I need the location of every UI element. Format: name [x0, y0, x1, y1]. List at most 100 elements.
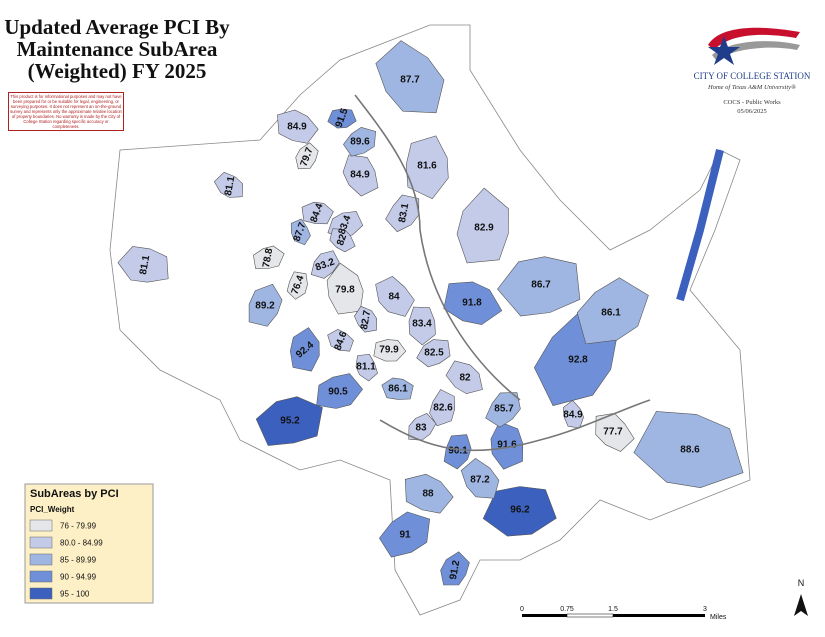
- disclaimer: This product is for informational purpos…: [8, 92, 124, 131]
- subarea-label: 81.1: [356, 362, 376, 373]
- corridor: [676, 149, 724, 302]
- subarea-label: 85.7: [494, 404, 514, 415]
- subarea-label: 89.2: [255, 301, 275, 312]
- subarea: [595, 412, 635, 452]
- subarea-label: 86.1: [601, 308, 621, 319]
- subarea: [289, 327, 320, 372]
- subarea: [408, 413, 437, 441]
- subarea-label: 81.6: [417, 161, 437, 172]
- subarea: [310, 250, 340, 279]
- subarea-label: 92.8: [568, 355, 588, 366]
- scale-unit: Miles: [710, 614, 727, 621]
- subarea: [255, 396, 323, 446]
- scale-label: 3: [703, 606, 707, 613]
- subarea: [562, 399, 584, 429]
- subarea-label: 89.6: [350, 137, 370, 148]
- logo-tagline: Home of Texas A&M University®: [707, 84, 796, 91]
- subarea-label: 86.7: [531, 280, 551, 291]
- legend-label: 90 - 94.99: [60, 573, 97, 582]
- north-arrow-shape: [794, 594, 808, 616]
- subarea: [375, 40, 445, 114]
- subarea: [342, 154, 379, 197]
- scale-segment: [613, 614, 705, 617]
- subarea-label: 86.1: [388, 384, 408, 395]
- roads: [354, 94, 724, 452]
- subarea-label: 88: [422, 489, 434, 500]
- subarea-label: 87.7: [400, 75, 420, 86]
- subarea: [404, 473, 454, 514]
- subarea-label: 91.2: [448, 559, 462, 581]
- subarea: [373, 339, 407, 362]
- subarea-label: 90.1: [448, 446, 468, 457]
- legend-swatch: [29, 519, 53, 532]
- legend-swatch: [29, 570, 53, 583]
- subarea: [286, 271, 308, 300]
- subarea-label: 78.8: [261, 247, 275, 269]
- scale-segment: [566, 613, 614, 618]
- subarea: [253, 245, 285, 269]
- subarea: [443, 434, 472, 470]
- title-line: Maintenance SubArea: [17, 37, 218, 61]
- subarea-label: 88.6: [680, 445, 700, 456]
- subarea-label: 87.2: [470, 475, 490, 486]
- subarea-label: 82.9: [474, 223, 494, 234]
- subarea: [327, 329, 354, 352]
- north-arrow: N: [794, 578, 808, 616]
- legend-field: PCI_Weight: [30, 505, 75, 514]
- legend-swatch: [29, 553, 53, 566]
- subarea: [316, 373, 363, 409]
- subarea-label: 82.5: [424, 348, 444, 359]
- subarea-label: 83.4: [412, 319, 432, 330]
- scale-label: 0: [520, 606, 524, 613]
- logo-star: [708, 36, 740, 65]
- subarea: [485, 392, 521, 428]
- subarea: [385, 194, 420, 233]
- subarea: [379, 511, 431, 558]
- subarea: [301, 201, 334, 225]
- subarea: [429, 389, 456, 427]
- subarea-label: 82.6: [433, 403, 453, 414]
- legend-label: 80.0 - 84.99: [60, 539, 103, 548]
- scale-label: 1.5: [608, 606, 618, 613]
- subarea: [440, 551, 470, 586]
- subarea-label: 91.8: [462, 298, 482, 309]
- legend: SubAreas by PCI PCI_Weight 76 - 79.99 80.…: [24, 483, 154, 604]
- subarea-label: 79.9: [379, 345, 399, 356]
- subarea: [416, 339, 451, 368]
- subarea: [576, 277, 649, 345]
- legend-label: 95 - 100: [60, 590, 90, 599]
- subarea: [408, 306, 436, 346]
- subarea: [248, 283, 283, 327]
- subarea: [375, 276, 415, 317]
- subarea: [326, 262, 364, 315]
- subarea: [482, 486, 557, 537]
- highway: [379, 399, 651, 452]
- subarea-label: 79.8: [335, 285, 355, 296]
- subarea: [290, 218, 311, 246]
- logo: CITY OF COLLEGE STATION Home of Texas A&…: [694, 27, 811, 115]
- legend-label: 76 - 79.99: [60, 522, 97, 531]
- subarea-label: 81.1: [223, 175, 237, 197]
- subarea-label: 84.9: [350, 170, 370, 181]
- subarea: [633, 411, 744, 489]
- subarea-label: 96.2: [510, 505, 530, 516]
- subarea-label: 81.1: [138, 254, 152, 276]
- date: 05/06/2025: [737, 108, 767, 115]
- logo-name: CITY OF COLLEGE STATION: [694, 71, 811, 81]
- logo-swoosh: [712, 41, 800, 60]
- subarea: [355, 353, 378, 382]
- subarea: [327, 108, 357, 129]
- subarea: [295, 142, 319, 170]
- subarea: [277, 109, 319, 144]
- subarea-label: 84.9: [563, 410, 583, 421]
- subarea: [381, 377, 414, 400]
- subarea-label: 83: [415, 423, 427, 434]
- legend-title: SubAreas by PCI: [30, 488, 119, 500]
- subarea: [497, 256, 581, 317]
- title-line: (Weighted) FY 2025: [28, 59, 207, 83]
- subarea-label: 91.6: [497, 440, 517, 451]
- subarea: [456, 187, 509, 264]
